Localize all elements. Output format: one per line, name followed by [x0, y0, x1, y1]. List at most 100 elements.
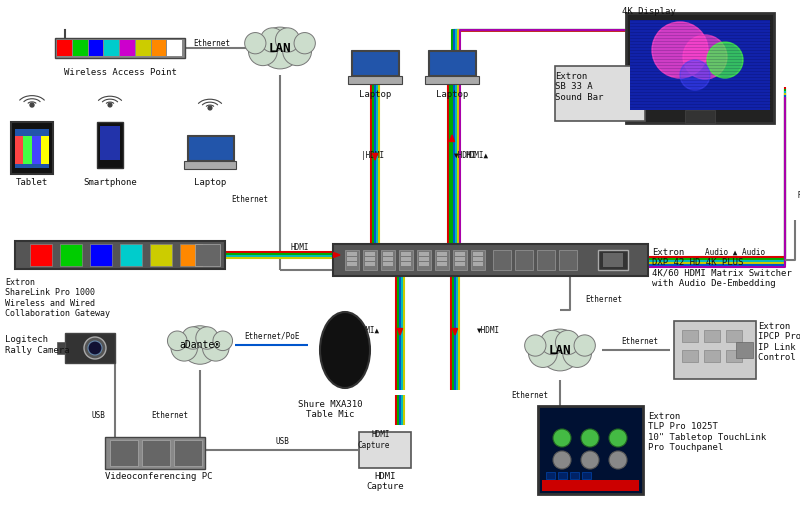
Bar: [346, 252, 357, 256]
Text: USB: USB: [91, 410, 105, 420]
Text: Extron
SB 33 A
Sound Bar: Extron SB 33 A Sound Bar: [555, 72, 603, 102]
Bar: [41, 136, 50, 164]
Bar: [345, 250, 358, 270]
Text: aDante®: aDante®: [179, 340, 221, 350]
Bar: [151, 40, 166, 56]
Bar: [736, 342, 753, 358]
Bar: [167, 40, 182, 56]
Bar: [90, 244, 112, 266]
Bar: [418, 257, 429, 261]
Circle shape: [294, 33, 315, 54]
Bar: [558, 472, 566, 479]
Bar: [434, 250, 449, 270]
Bar: [362, 250, 377, 270]
Bar: [429, 51, 475, 75]
Bar: [682, 349, 698, 361]
Bar: [704, 330, 720, 342]
Bar: [97, 122, 123, 168]
Bar: [514, 250, 533, 270]
Text: Tablet: Tablet: [16, 178, 48, 187]
Circle shape: [260, 28, 285, 52]
Circle shape: [525, 335, 546, 356]
Bar: [89, 40, 103, 56]
Circle shape: [282, 37, 311, 66]
Bar: [626, 13, 774, 123]
Text: HDMI
Capture: HDMI Capture: [358, 431, 390, 450]
Text: RS-232: RS-232: [797, 190, 800, 200]
Bar: [365, 257, 374, 261]
Bar: [537, 250, 554, 270]
Circle shape: [213, 331, 233, 350]
Polygon shape: [373, 153, 378, 160]
Circle shape: [574, 335, 595, 356]
Text: HDMI: HDMI: [290, 243, 310, 253]
Circle shape: [529, 339, 558, 368]
Bar: [704, 349, 720, 361]
Bar: [682, 330, 698, 342]
Circle shape: [683, 35, 727, 79]
Bar: [558, 250, 577, 270]
Circle shape: [555, 330, 580, 355]
Bar: [437, 262, 446, 266]
Bar: [555, 66, 645, 121]
Text: Extron
IPCP Pro 250
IP Link Pro
Control Processor: Extron IPCP Pro 250 IP Link Pro Control …: [758, 322, 800, 362]
Text: HDMI▲: HDMI▲: [357, 326, 380, 334]
Text: Audio ▲ Audio: Audio ▲ Audio: [705, 248, 765, 256]
Circle shape: [171, 334, 198, 361]
Bar: [542, 480, 638, 491]
Bar: [538, 406, 642, 494]
Circle shape: [562, 339, 591, 368]
Text: Videoconferencing PC: Videoconferencing PC: [105, 472, 213, 481]
Bar: [346, 262, 357, 266]
Bar: [382, 257, 393, 261]
Polygon shape: [398, 329, 402, 335]
Bar: [150, 244, 172, 266]
Text: USB: USB: [275, 436, 289, 446]
Bar: [685, 110, 715, 123]
Bar: [32, 136, 41, 164]
Bar: [105, 437, 205, 469]
Bar: [570, 472, 578, 479]
Text: Laptop: Laptop: [194, 178, 226, 187]
Text: Extron
DXP 42 HD 4K PLUS
4K/60 HDMI Matrix Switcher
with Audio De-Embedding: Extron DXP 42 HD 4K PLUS 4K/60 HDMI Matr…: [652, 248, 792, 288]
Polygon shape: [334, 253, 340, 257]
Bar: [142, 440, 170, 466]
Bar: [454, 257, 465, 261]
Bar: [60, 244, 82, 266]
Bar: [350, 50, 399, 76]
Ellipse shape: [320, 312, 370, 388]
Polygon shape: [450, 135, 454, 141]
Circle shape: [88, 341, 102, 355]
Bar: [598, 250, 627, 270]
Bar: [418, 262, 429, 266]
Bar: [136, 40, 150, 56]
Bar: [195, 244, 220, 266]
Bar: [333, 244, 647, 276]
Circle shape: [259, 27, 301, 69]
Bar: [11, 122, 53, 174]
Bar: [417, 250, 430, 270]
Bar: [104, 40, 119, 56]
Circle shape: [609, 451, 627, 469]
Circle shape: [245, 33, 266, 54]
Bar: [187, 136, 233, 160]
Circle shape: [108, 103, 112, 107]
Bar: [674, 321, 756, 379]
Bar: [73, 40, 87, 56]
Bar: [428, 50, 477, 76]
Circle shape: [553, 451, 571, 469]
Bar: [15, 241, 225, 269]
Bar: [184, 161, 236, 168]
Bar: [473, 262, 482, 266]
Bar: [365, 252, 374, 256]
Bar: [425, 76, 479, 84]
Circle shape: [581, 451, 599, 469]
Bar: [382, 252, 393, 256]
Text: Wireless Access Point: Wireless Access Point: [63, 68, 177, 77]
Bar: [99, 126, 121, 160]
Bar: [546, 472, 554, 479]
Bar: [726, 349, 742, 361]
Text: Ethernet: Ethernet: [231, 196, 268, 204]
Text: |HDMI: |HDMI: [361, 150, 384, 160]
Text: Ethernet/PoE: Ethernet/PoE: [244, 332, 300, 341]
